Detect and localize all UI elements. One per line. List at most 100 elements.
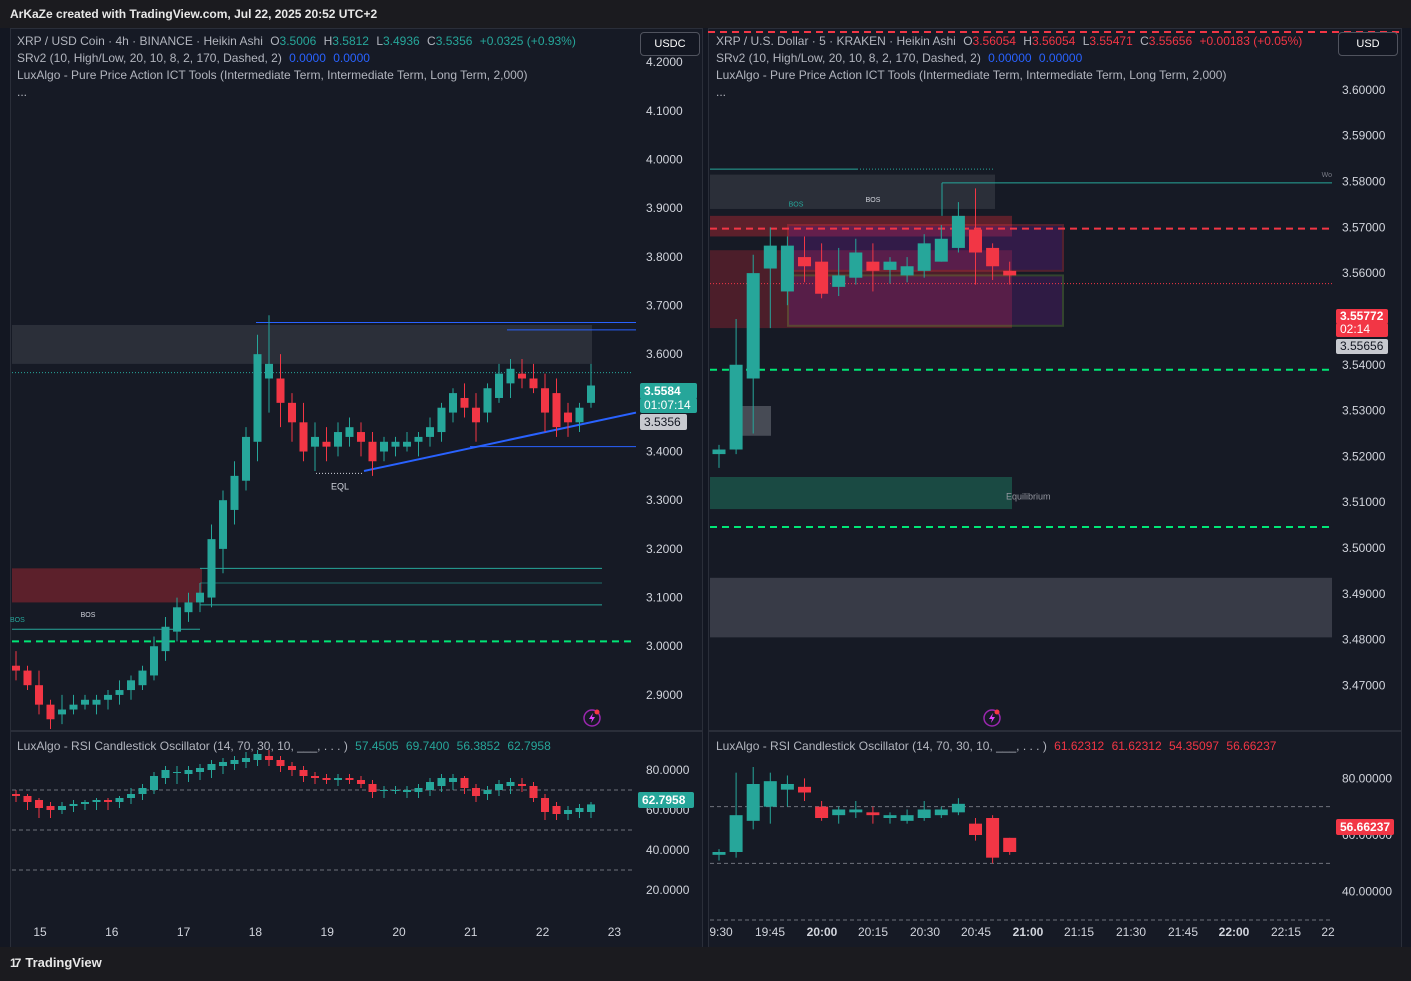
left-price-candle bbox=[380, 441, 388, 452]
left-osc-candle bbox=[207, 764, 216, 770]
right-currency-label: USD bbox=[1356, 38, 1380, 50]
right-currency-button[interactable]: USD bbox=[1338, 32, 1398, 56]
left-price-candle bbox=[230, 475, 239, 510]
left-osc-candle bbox=[46, 806, 55, 810]
right-countdown-tag: 02:14 bbox=[1340, 322, 1370, 336]
left-osc-candle bbox=[380, 790, 388, 791]
left-price-candle bbox=[575, 407, 584, 423]
left-price-candle bbox=[161, 626, 170, 652]
left-currency-label: USDC bbox=[654, 38, 686, 50]
right-srv2-legend[interactable]: SRv2 (10, High/Low, 20, 10, 8, 2, 170, D… bbox=[716, 50, 1082, 67]
right-osc-legend[interactable]: LuxAlgo - RSI Candlestick Oscillator (14… bbox=[716, 738, 1276, 755]
right-osc-label[interactable]: LuxAlgo - RSI Candlestick Oscillator (14… bbox=[716, 739, 1047, 753]
left-price-candle bbox=[334, 432, 342, 447]
left-srv2-legend[interactable]: SRv2 (10, High/Low, 20, 10, 8, 2, 170, D… bbox=[17, 50, 370, 67]
right-osc-candle bbox=[986, 818, 1000, 858]
left-x-tick: 20 bbox=[392, 925, 406, 939]
left-lightning-alert-icon-bolt bbox=[589, 713, 595, 723]
right-luxalgo-label[interactable]: LuxAlgo - Pure Price Action ICT Tools (I… bbox=[716, 68, 1227, 82]
right-demand-box bbox=[787, 274, 1064, 327]
right-lightning-alert-icon[interactable] bbox=[983, 709, 1001, 727]
left-y-tick: 3.0000 bbox=[646, 639, 683, 653]
left-osc-candle bbox=[518, 784, 526, 786]
tradingview-brand: TradingView bbox=[25, 955, 102, 970]
right-high: 3.56054 bbox=[1031, 34, 1076, 48]
left-osc-candle bbox=[506, 782, 515, 786]
left-osc-candle bbox=[115, 798, 124, 802]
left-symbol-legend[interactable]: XRP / USD Coin · 4h · BINANCE · Heikin A… bbox=[17, 33, 576, 50]
right-oscillator-panel[interactable] bbox=[708, 731, 1402, 948]
left-osc-candle bbox=[391, 790, 400, 791]
right-price-candle bbox=[951, 215, 965, 248]
right-price-panel[interactable] bbox=[708, 28, 1402, 731]
right-close: 3.55656 bbox=[1148, 34, 1193, 48]
left-price-candle bbox=[276, 378, 285, 403]
right-y-tick: 3.53000 bbox=[1342, 404, 1386, 418]
left-lightning-alert-icon-dot bbox=[594, 709, 600, 715]
left-osc-tag: 62.7958 bbox=[642, 793, 686, 807]
right-c-label: C bbox=[1140, 34, 1149, 48]
left-price-candle bbox=[173, 607, 181, 632]
left-x-tick: 15 bbox=[33, 925, 47, 939]
left-srv2-label[interactable]: SRv2 (10, High/Low, 20, 10, 8, 2, 170, D… bbox=[17, 51, 282, 65]
right-bos-label: BOS bbox=[789, 202, 804, 209]
left-c-label: C bbox=[427, 34, 436, 48]
right-symbol-legend[interactable]: XRP / U.S. Dollar · 5 · KRAKEN · Heikin … bbox=[716, 33, 1302, 50]
right-srv2-val-2: 0.00000 bbox=[1038, 51, 1083, 65]
right-y-tick: 3.51000 bbox=[1342, 495, 1386, 509]
left-osc-candle bbox=[23, 796, 32, 802]
right-luxalgo-legend[interactable]: LuxAlgo - Pure Price Action ICT Tools (I… bbox=[716, 67, 1226, 84]
right-x-tick: 19:45 bbox=[755, 925, 785, 939]
right-osc-val-1: 61.62312 bbox=[1054, 739, 1105, 753]
right-osc-candle bbox=[866, 812, 880, 816]
left-currency-button[interactable]: USDC bbox=[640, 32, 700, 56]
right-x-tick: 9:30 bbox=[709, 925, 733, 939]
left-price-candle bbox=[12, 665, 20, 671]
credit-text: ArKaZe created with TradingView.com, Jul… bbox=[10, 7, 378, 21]
left-osc-val-2: 69.7400 bbox=[405, 739, 450, 753]
right-symbol[interactable]: XRP / U.S. Dollar · 5 · KRAKEN · Heikin … bbox=[716, 34, 956, 48]
left-srv2-val-1: 0.0000 bbox=[289, 51, 326, 65]
left-osc-candle bbox=[265, 756, 273, 760]
left-x-tick: 19 bbox=[321, 925, 335, 939]
left-price-candle bbox=[529, 378, 538, 389]
right-premium-label: Wo bbox=[1322, 172, 1332, 179]
right-x-tick: 20:15 bbox=[858, 925, 888, 939]
right-more-indicators[interactable]: ... bbox=[716, 84, 726, 101]
left-more-indicators[interactable]: ... bbox=[17, 84, 27, 101]
right-price-candle bbox=[866, 261, 880, 271]
left-price-candle bbox=[35, 685, 43, 705]
left-symbol[interactable]: XRP / USD Coin · 4h · BINANCE · Heikin A… bbox=[17, 34, 263, 48]
left-price-panel[interactable] bbox=[10, 28, 703, 731]
tradingview-logo[interactable]: 17 TradingView bbox=[10, 955, 102, 970]
right-change: +0.00183 (+0.05%) bbox=[1199, 34, 1303, 48]
right-srv2-label[interactable]: SRv2 (10, High/Low, 20, 10, 8, 2, 170, D… bbox=[716, 51, 981, 65]
left-osc-candle bbox=[230, 760, 239, 764]
left-luxalgo-label[interactable]: LuxAlgo - Pure Price Action ICT Tools (I… bbox=[17, 68, 528, 82]
left-osc-legend[interactable]: LuxAlgo - RSI Candlestick Oscillator (14… bbox=[17, 738, 551, 755]
right-x-tick: 21:00 bbox=[1013, 925, 1044, 939]
left-price-candle bbox=[345, 427, 354, 437]
left-price-candle bbox=[495, 373, 503, 398]
bottom-bar bbox=[0, 947, 1411, 981]
left-luxalgo-legend[interactable]: LuxAlgo - Pure Price Action ICT Tools (I… bbox=[17, 67, 527, 84]
left-x-tick: 17 bbox=[177, 925, 191, 939]
right-osc-candle bbox=[729, 815, 743, 852]
right-y-tick: 3.50000 bbox=[1342, 541, 1386, 555]
left-osc-candle bbox=[426, 782, 434, 790]
left-osc-label[interactable]: LuxAlgo - RSI Candlestick Oscillator (14… bbox=[17, 739, 348, 753]
left-lightning-alert-icon[interactable] bbox=[583, 709, 601, 727]
left-price-candle bbox=[391, 441, 400, 447]
left-osc-candle bbox=[403, 790, 411, 792]
left-osc-tag-bg bbox=[638, 792, 694, 808]
left-osc-candle bbox=[92, 800, 101, 802]
left-osc-candle bbox=[587, 804, 595, 812]
left-osc-candle bbox=[276, 760, 285, 766]
left-oscillator-panel[interactable] bbox=[10, 731, 703, 948]
left-last-price-tag: 3.5584 bbox=[644, 384, 681, 398]
left-osc-candle bbox=[253, 754, 262, 760]
right-more-text[interactable]: ... bbox=[716, 85, 727, 99]
right-open: 3.56054 bbox=[972, 34, 1016, 48]
left-more-text[interactable]: ... bbox=[17, 85, 28, 99]
